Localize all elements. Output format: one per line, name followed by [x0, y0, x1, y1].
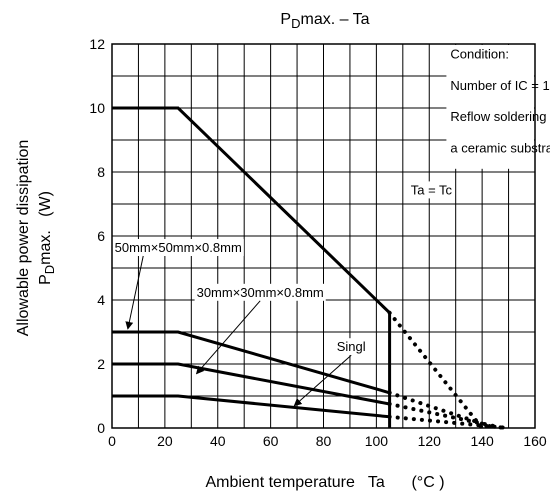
y-axis-label-rest: max. (W): [37, 191, 54, 265]
y-axis-label-line-1: Allowable power dissipation: [15, 140, 32, 337]
x-tick-label: 100: [365, 433, 389, 449]
annotation-label-background: [408, 181, 455, 199]
condition-line-3: Reflow soldering on: [450, 109, 550, 124]
y-tick-label: 10: [89, 100, 105, 116]
y-tick-label: 2: [97, 356, 105, 372]
plot-frame: [111, 43, 536, 429]
annotation-label: 50mm×50mm×0.8mm: [115, 240, 242, 255]
series-solid-line: [112, 106, 392, 428]
annotation-arrow: [125, 255, 144, 330]
series-dotted-line: [387, 402, 506, 430]
tick-labels: 0 20 40 60 80 100 120 140 160 0 2 4 6 8 10 12: [89, 36, 546, 449]
annotation-arrow: [293, 354, 352, 407]
x-axis-label: Ambient temperature Ta (°C ): [205, 474, 444, 491]
series-3: [112, 362, 506, 430]
y-tick-label: 8: [97, 164, 105, 180]
x-tick-label: 120: [418, 433, 442, 449]
annotation-label-background: [194, 283, 326, 301]
series-solid-line: [112, 330, 391, 395]
y-tick-label: 4: [97, 292, 105, 308]
condition-line-2: Number of IC = 1: [450, 78, 549, 93]
series-dotted-line: [387, 390, 498, 430]
series-solid-line: [112, 362, 390, 406]
annotation-label: 30mm×30mm×0.8mm: [197, 285, 324, 300]
chart-title-rest: max. – Ta: [300, 11, 369, 28]
x-tick-label: 140: [470, 433, 494, 449]
grid: [112, 44, 535, 428]
series-2: [112, 330, 498, 430]
x-tick-label: 160: [523, 433, 547, 449]
x-tick-label: 60: [263, 433, 279, 449]
y-axis-label: Allowable power dissipation PDmax. (W): [15, 140, 57, 337]
annotation-label: Ta = Tc: [411, 182, 453, 197]
chart-title-sub: D: [291, 16, 300, 31]
condition-background: [446, 45, 534, 169]
y-axis-label-main: P: [37, 274, 54, 285]
condition-line-1: Condition:: [450, 46, 509, 61]
series-1: [112, 106, 485, 430]
annotation-arrow: [195, 300, 261, 375]
series-dotted-line: [387, 310, 485, 430]
y-tick-label: 6: [97, 228, 105, 244]
condition-box: Condition: Number of IC = 1 Reflow solde…: [446, 45, 550, 169]
y-tick-label: 12: [89, 36, 105, 52]
y-axis-label-line-2: PDmax. (W): [37, 191, 57, 285]
x-tick-label: 40: [210, 433, 226, 449]
chart-title-main: P: [280, 11, 291, 28]
series-lines: [112, 106, 511, 430]
series-solid-line: [112, 394, 390, 419]
y-axis-label-sub: D: [42, 265, 57, 274]
x-tick-label: 0: [108, 433, 116, 449]
condition-line-4: a ceramic substrate: [450, 140, 550, 155]
series-4: [112, 394, 511, 430]
annotation-label-background: [112, 239, 244, 256]
y-tick-label: 0: [97, 420, 105, 436]
chart-title: PDmax. – Ta: [280, 11, 369, 31]
annotation-label: Singl: [337, 339, 366, 354]
x-tick-label: 80: [316, 433, 332, 449]
annotations: Ta = Tc 50mm×50mm×0.8mm 30mm×30mm×0.8mm Sin…: [112, 181, 455, 407]
x-tick-label: 20: [157, 433, 173, 449]
annotation-label-background: [334, 338, 368, 356]
